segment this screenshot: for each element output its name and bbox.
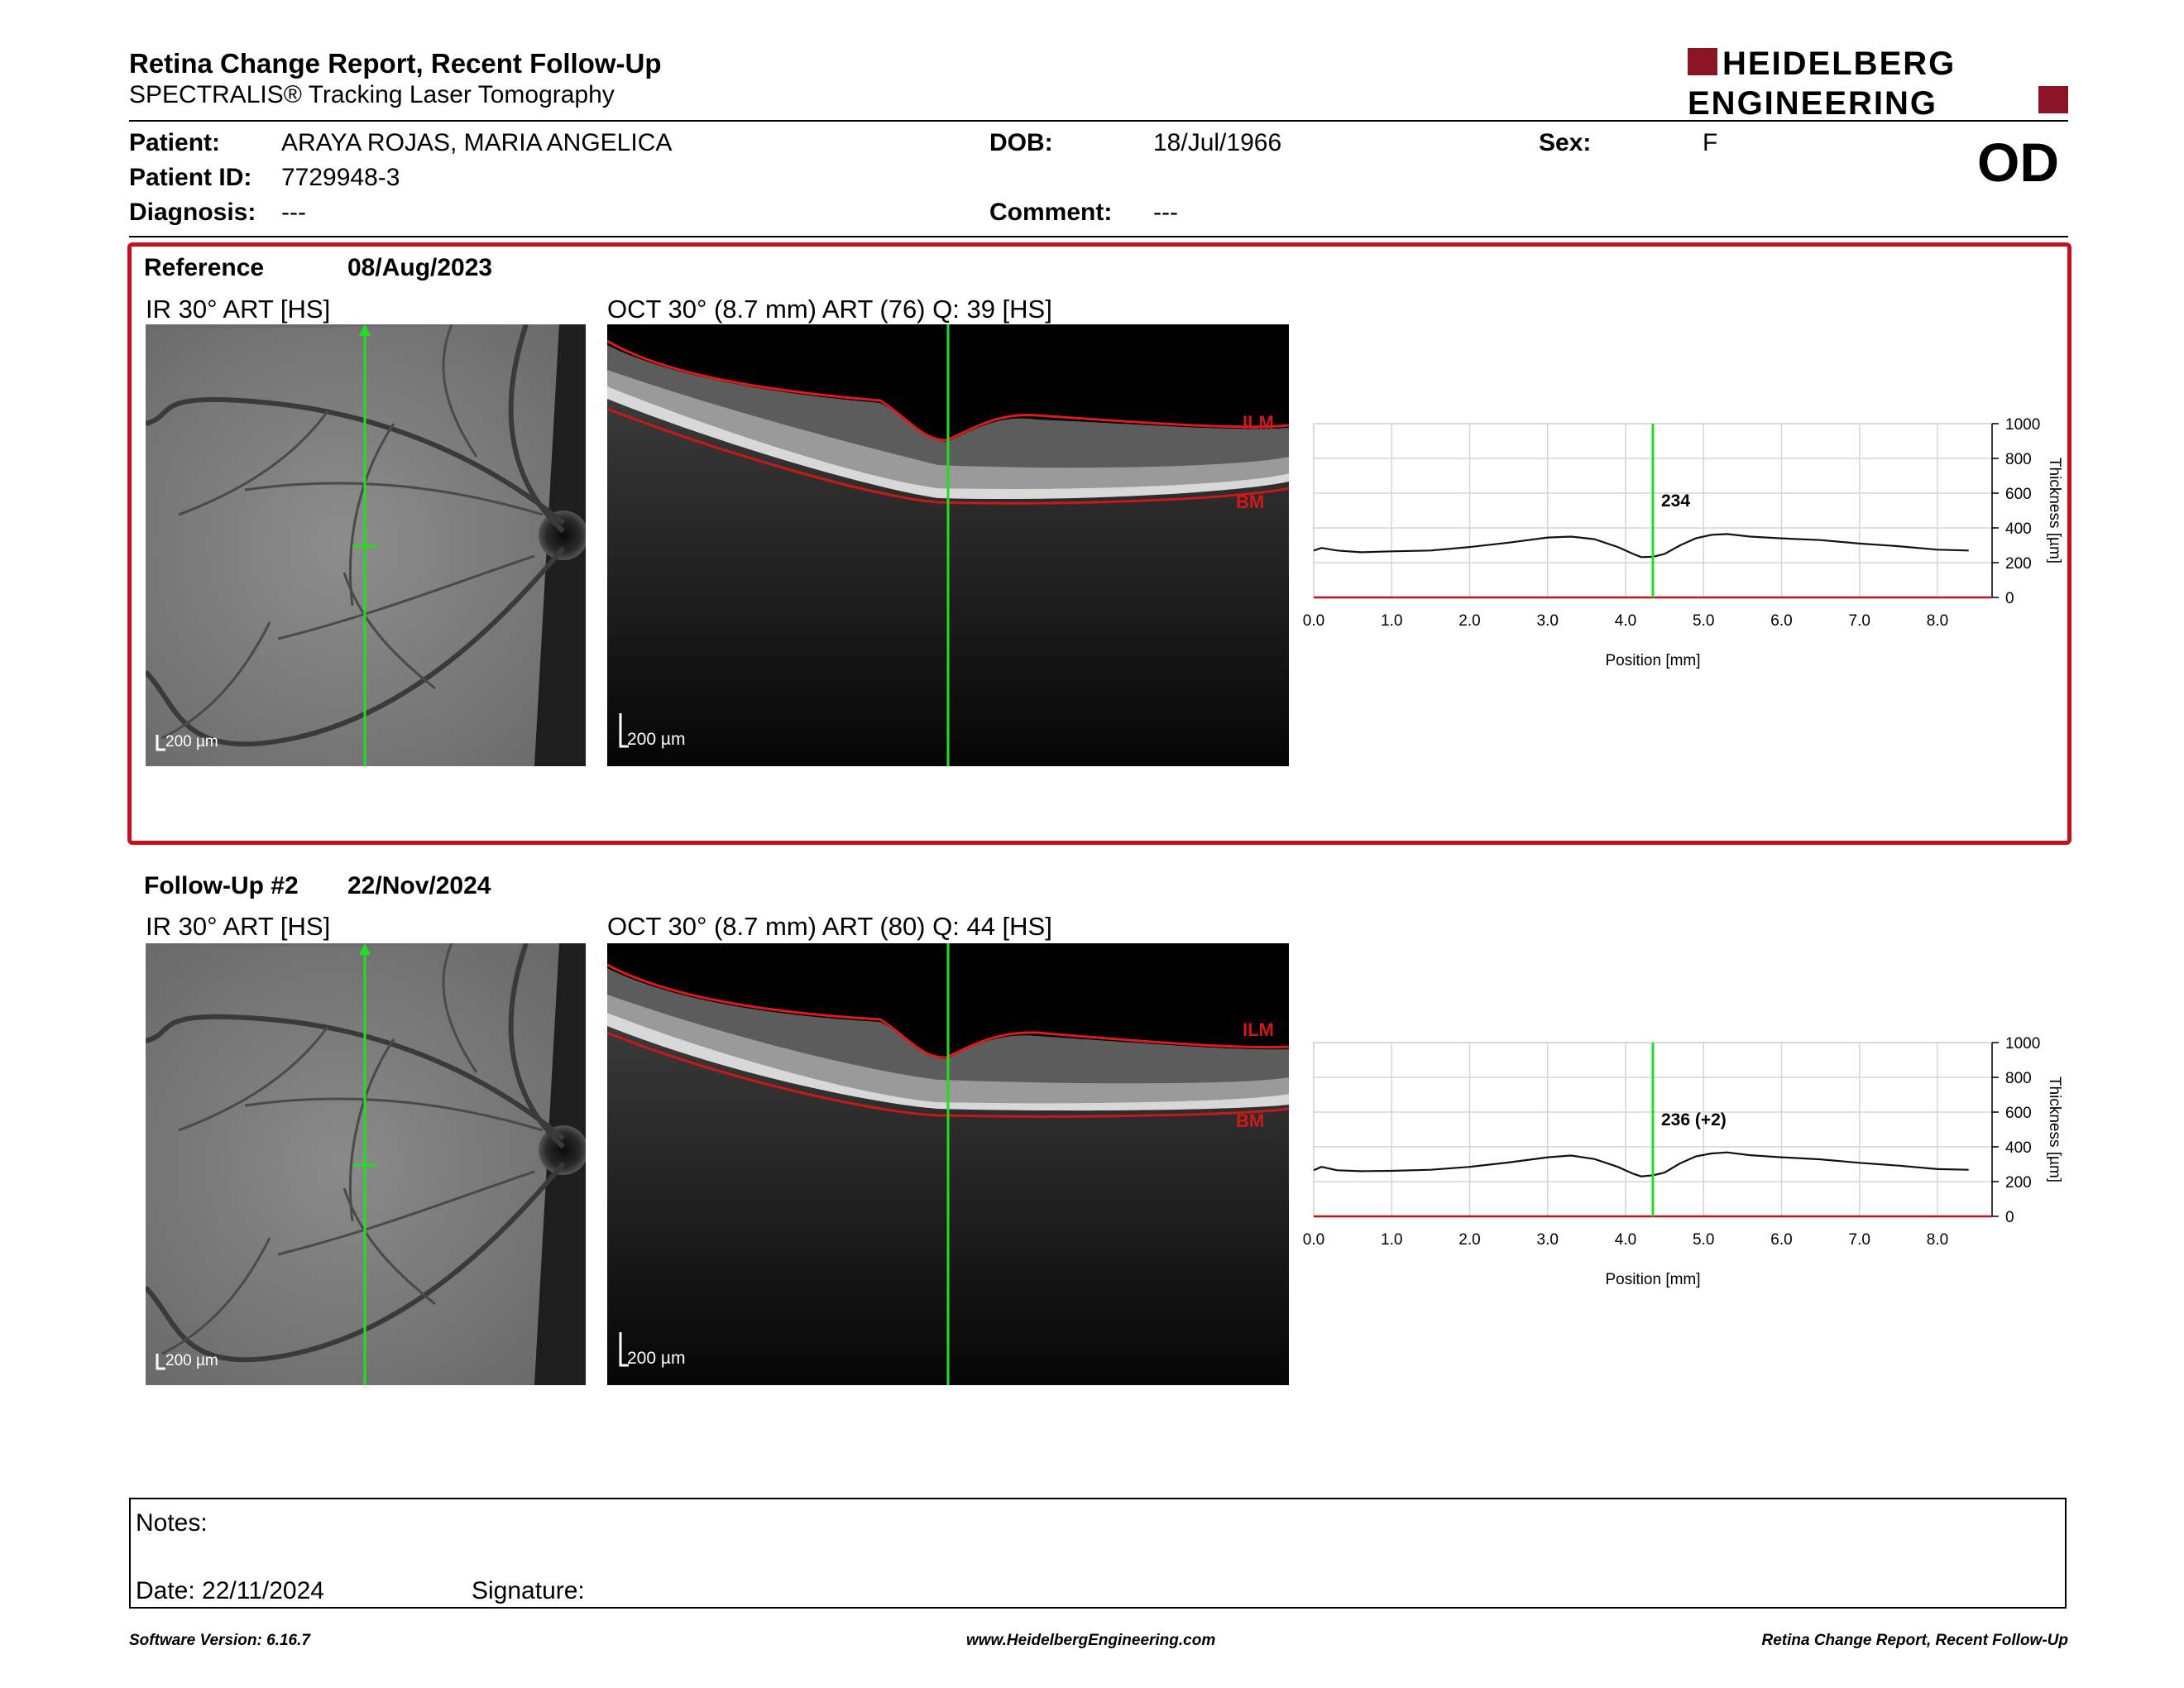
followup-ilm-label: ILM [1243,1019,1274,1040]
followup-xtick-label: 5.0 [1693,1231,1714,1249]
comment-label: Comment: [989,199,1113,226]
followup-ytick-label: 400 [2005,1139,2032,1157]
diagnosis-label: Diagnosis: [129,199,256,226]
eye-indicator: OD [1977,132,2059,193]
heidelberg-logo: HEIDELBERG ENGINEERING [1688,46,2068,119]
patient-id-label: Patient ID: [129,164,252,191]
followup-oct-scale: 200 µm [627,1349,685,1368]
reference-oct-image[interactable]: ILM BM 200 µm [607,324,1289,766]
reference-bm-label: BM [1236,492,1264,512]
followup-date: 22/Nov/2024 [347,872,491,899]
followup-ytick-label: 600 [2005,1105,2032,1122]
followup-oct-image[interactable]: ILM BM 200 µm [607,943,1289,1385]
followup-ytick-label: 0 [2005,1209,2014,1226]
diagnosis-value: --- [281,199,306,226]
reference-cursor-value: 234 [1661,492,1690,511]
logo-line2: ENGINEERING [1688,85,1937,119]
followup-xtick-label: 2.0 [1458,1231,1480,1249]
reference-ir-image[interactable]: 200 µm [146,324,586,766]
reference-ilm-label: ILM [1243,412,1274,433]
patient-rule [129,236,2068,237]
footer-report: Retina Change Report, Recent Follow-Up [1761,1632,2068,1649]
notes-box[interactable] [129,1498,2067,1609]
sex-label: Sex: [1539,129,1592,156]
followup-xtick-label: 3.0 [1537,1231,1559,1249]
footer-software: Software Version: 6.16.7 [129,1632,310,1649]
patient-name: ARAYA ROJAS, MARIA ANGELICA [281,129,673,156]
reference-ytick-label: 0 [2005,590,2014,607]
followup-ir-image[interactable]: 200 µm [146,943,586,1385]
followup-thickness-chart: 0.0 1.0 2.0 3.0 4.0 5.0 6.0 7.0 8.0 0 200 400 600 800… [1303,1035,2063,1288]
dob-label: DOB: [989,129,1053,156]
followup-ytick-label: 200 [2005,1174,2032,1192]
reference-frame [127,242,2071,845]
reference-ylabel: Thickness [µm] [2046,458,2063,563]
reference-ytick-label: 200 [2005,555,2032,573]
report-title: Retina Change Report, Recent Follow-Up [129,48,662,79]
reference-xtick-label: 1.0 [1381,612,1402,630]
followup-thickness-line [1313,1151,1969,1177]
patient-id: 7729948-3 [281,164,400,191]
followup-ytick-label: 1000 [2005,1035,2040,1053]
header-rule [129,120,2068,122]
followup-bm-label: BM [1236,1110,1264,1131]
patient-label: Patient: [129,129,221,156]
followup-ytick-label: 800 [2005,1070,2032,1087]
reference-thickness-line [1313,533,1969,559]
reference-ytick-label: 1000 [2005,416,2040,434]
followup-xlabel: Position [mm] [1605,1271,1700,1288]
reference-label: Reference [144,254,265,281]
reference-ir-title: IR 30° ART [HS] [146,295,331,324]
reference-ytick-label: 800 [2005,451,2032,468]
followup-ir-scale: 200 µm [165,1352,218,1369]
notes-label: Notes: [136,1509,208,1537]
reference-xtick-label: 0.0 [1303,612,1324,630]
reference-xtick-label: 4.0 [1615,612,1636,630]
reference-xtick-label: 8.0 [1927,612,1948,630]
followup-xtick-label: 4.0 [1615,1231,1636,1249]
followup-xtick-label: 7.0 [1849,1231,1870,1249]
reference-xtick-label: 7.0 [1849,612,1870,630]
followup-xtick-label: 1.0 [1381,1231,1402,1249]
signature-label: Signature: [472,1577,585,1604]
report-subtitle: SPECTRALIS® Tracking Laser Tomography [129,81,615,108]
reference-xtick-label: 5.0 [1693,612,1714,630]
followup-xtick-label: 6.0 [1770,1231,1792,1249]
reference-date: 08/Aug/2023 [347,254,493,281]
followup-ir-title: IR 30° ART [HS] [146,912,331,941]
reference-xtick-label: 6.0 [1770,612,1792,630]
reference-ir-scale: 200 µm [165,733,218,750]
notes-date: Date: 22/11/2024 [136,1577,324,1604]
comment-value: --- [1153,199,1178,226]
followup-cursor-value: 236 (+2) [1661,1110,1727,1129]
followup-label: Follow-Up #2 [144,872,299,899]
dob-value: 18/Jul/1966 [1153,129,1282,156]
reference-oct-scale: 200 µm [627,730,685,749]
reference-oct-title: OCT 30° (8.7 mm) ART (76) Q: 39 [HS] [607,295,1052,324]
logo-line1: HEIDELBERG [1722,46,1956,82]
reference-xlabel: Position [mm] [1605,652,1700,669]
reference-ytick-label: 600 [2005,486,2032,503]
followup-ylabel: Thickness [µm] [2046,1077,2063,1182]
sex-value: F [1703,129,1718,156]
reference-thickness-chart: 0.0 1.0 2.0 3.0 4.0 5.0 6.0 7.0 8.0 0 200 400 600 800… [1303,416,2063,669]
reference-ytick-label: 400 [2005,520,2032,538]
reference-xtick-label: 3.0 [1537,612,1559,630]
followup-oct-title: OCT 30° (8.7 mm) ART (80) Q: 44 [HS] [607,912,1052,941]
followup-xtick-label: 8.0 [1927,1231,1948,1249]
reference-xtick-label: 2.0 [1458,612,1480,630]
footer-url[interactable]: www.HeidelbergEngineering.com [966,1632,1216,1649]
followup-xtick-label: 0.0 [1303,1231,1324,1249]
